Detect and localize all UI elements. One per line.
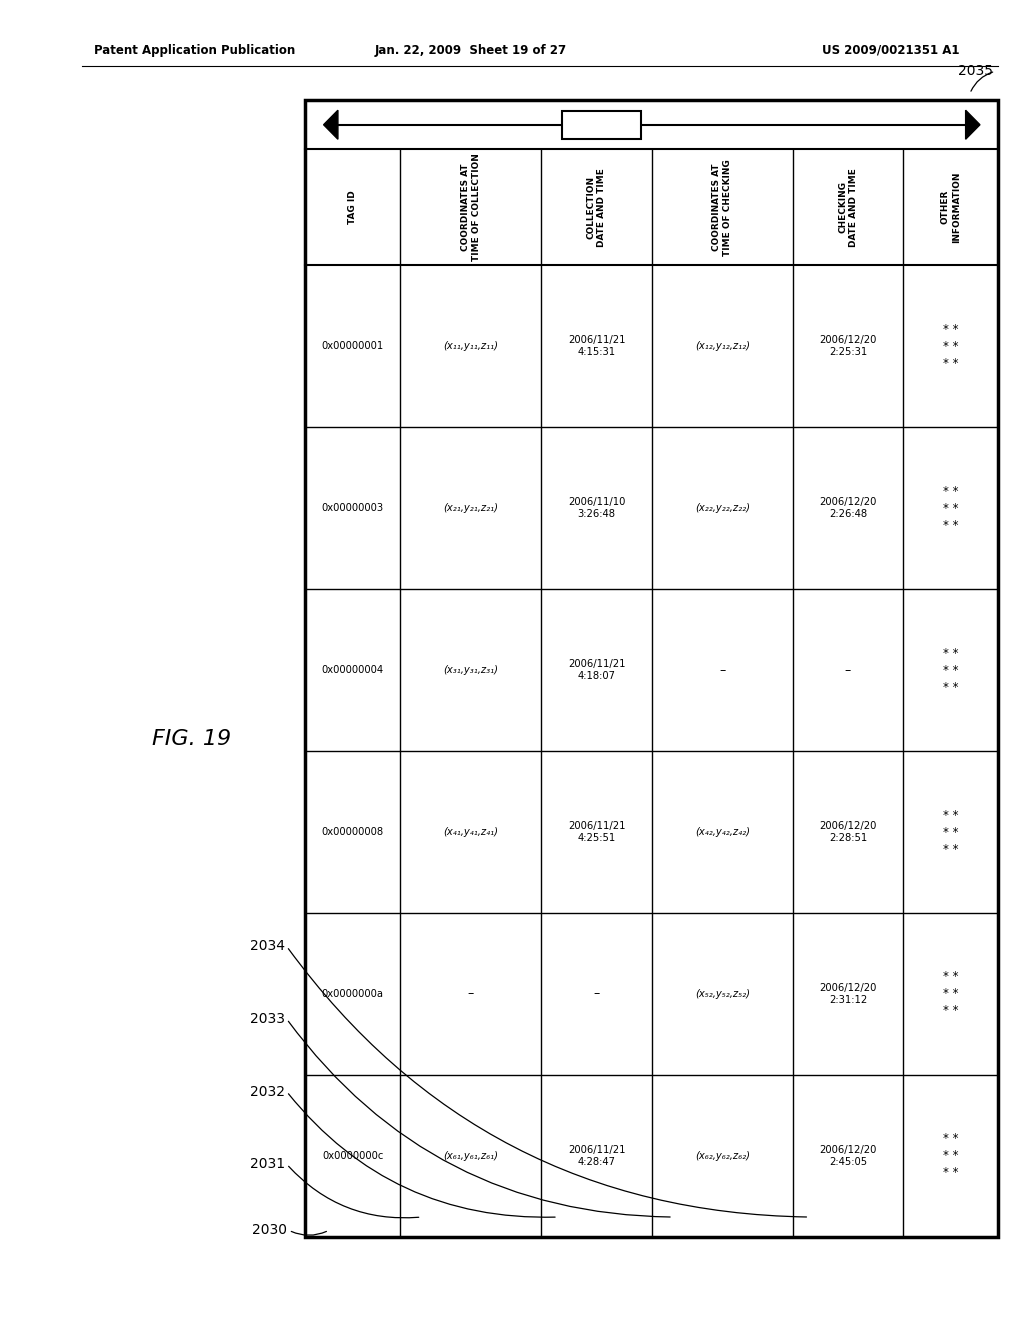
Text: * *
* *
* *: * * * * * * (943, 647, 958, 693)
Text: 2006/12/20
2:25:31: 2006/12/20 2:25:31 (819, 335, 877, 358)
Text: (x₆₁,y₆₁,z₆₁): (x₆₁,y₆₁,z₆₁) (443, 1151, 499, 1160)
Text: FIG. 19: FIG. 19 (152, 729, 230, 750)
Text: COLLECTION
DATE AND TIME: COLLECTION DATE AND TIME (587, 168, 606, 247)
Bar (305, 100, 998, 1237)
Text: * *
* *
* *: * * * * * * (943, 809, 958, 855)
Text: * *
* *
* *: * * * * * * (943, 323, 958, 370)
Bar (561, 111, 641, 139)
Text: 0x0000000c: 0x0000000c (323, 1151, 383, 1160)
Text: –: – (845, 664, 851, 677)
Text: (x₄₁,y₄₁,z₄₁): (x₄₁,y₄₁,z₄₁) (443, 828, 499, 837)
Text: 0x0000000a: 0x0000000a (322, 989, 384, 999)
Text: (x₆₂,y₆₂,z₆₂): (x₆₂,y₆₂,z₆₂) (694, 1151, 750, 1160)
Text: 0x00000004: 0x00000004 (322, 665, 384, 675)
Text: –: – (719, 664, 725, 677)
Text: 2006/12/20
2:26:48: 2006/12/20 2:26:48 (819, 498, 877, 519)
Text: (x₅₂,y₅₂,z₅₂): (x₅₂,y₅₂,z₅₂) (694, 989, 750, 999)
Text: US 2009/0021351 A1: US 2009/0021351 A1 (822, 44, 959, 57)
Text: (x₂₂,y₂₂,z₂₂): (x₂₂,y₂₂,z₂₂) (694, 503, 750, 513)
Text: (x₃₁,y₃₁,z₃₁): (x₃₁,y₃₁,z₃₁) (443, 665, 499, 675)
Text: (x₁₂,y₁₂,z₁₂): (x₁₂,y₁₂,z₁₂) (694, 342, 750, 351)
Text: (x₁₁,y₁₁,z₁₁): (x₁₁,y₁₁,z₁₁) (443, 342, 499, 351)
Text: 2032: 2032 (250, 1085, 285, 1098)
Text: OTHER
INFORMATION: OTHER INFORMATION (941, 172, 961, 243)
Text: TAG ID: TAG ID (348, 190, 357, 224)
Text: –: – (468, 987, 474, 1001)
Text: * *
* *
* *: * * * * * * (943, 970, 958, 1018)
Text: (x₂₁,y₂₁,z₂₁): (x₂₁,y₂₁,z₂₁) (443, 503, 499, 513)
Text: Patent Application Publication: Patent Application Publication (94, 44, 296, 57)
Text: (x₄₂,y₄₂,z₄₂): (x₄₂,y₄₂,z₄₂) (694, 828, 750, 837)
Text: * *
* *
* *: * * * * * * (943, 1133, 958, 1179)
Text: 2006/11/21
4:18:07: 2006/11/21 4:18:07 (567, 659, 626, 681)
Text: 0x00000003: 0x00000003 (322, 503, 384, 513)
Text: 0x00000008: 0x00000008 (322, 828, 384, 837)
Text: 2035: 2035 (958, 65, 993, 78)
Text: COORDINATES AT
TIME OF COLLECTION: COORDINATES AT TIME OF COLLECTION (461, 153, 480, 261)
Text: 2006/11/21
4:15:31: 2006/11/21 4:15:31 (567, 335, 626, 358)
Text: COORDINATES AT
TIME OF CHECKING: COORDINATES AT TIME OF CHECKING (713, 158, 732, 256)
Text: –: – (594, 987, 600, 1001)
Polygon shape (966, 111, 980, 140)
Text: CHECKING
DATE AND TIME: CHECKING DATE AND TIME (838, 168, 858, 247)
Text: 2006/11/21
4:25:51: 2006/11/21 4:25:51 (567, 821, 626, 843)
Text: 2033: 2033 (250, 1012, 285, 1026)
Text: 2006/11/21
4:28:47: 2006/11/21 4:28:47 (567, 1144, 626, 1167)
Text: 2031: 2031 (250, 1158, 285, 1171)
Text: 2006/12/20
2:28:51: 2006/12/20 2:28:51 (819, 821, 877, 843)
Text: * *
* *
* *: * * * * * * (943, 484, 958, 532)
Text: 2006/12/20
2:31:12: 2006/12/20 2:31:12 (819, 983, 877, 1005)
Text: 2006/12/20
2:45:05: 2006/12/20 2:45:05 (819, 1144, 877, 1167)
Text: 2030: 2030 (252, 1224, 287, 1237)
Text: 2006/11/10
3:26:48: 2006/11/10 3:26:48 (568, 498, 626, 519)
Polygon shape (324, 111, 338, 140)
Text: 0x00000001: 0x00000001 (322, 342, 384, 351)
Text: Jan. 22, 2009  Sheet 19 of 27: Jan. 22, 2009 Sheet 19 of 27 (375, 44, 567, 57)
Text: 2034: 2034 (250, 940, 285, 953)
